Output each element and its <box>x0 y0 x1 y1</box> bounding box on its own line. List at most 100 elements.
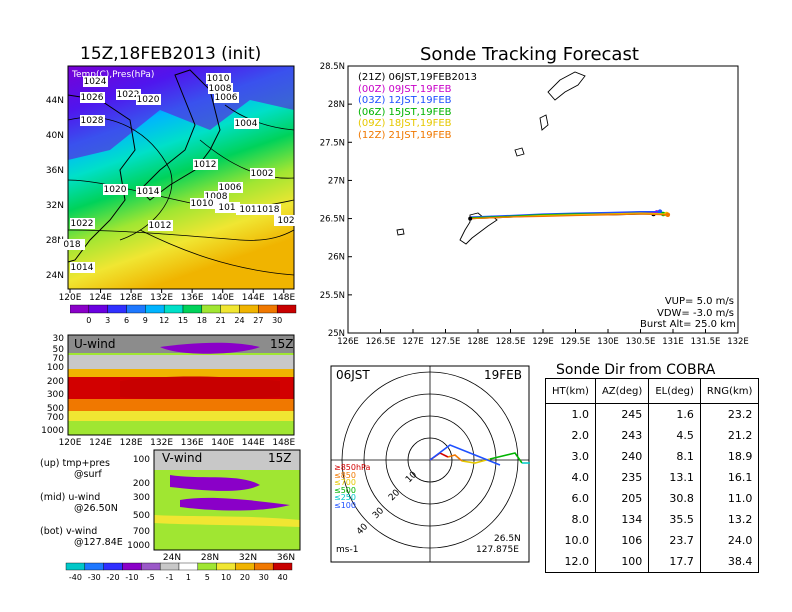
temp-colorbar-label: 15 <box>178 316 188 325</box>
dir-table-row: 12.0 100 17.7 38.4 <box>546 551 759 572</box>
map-lon-label: 136E <box>181 293 204 303</box>
speed-legend-entry: ≤100 <box>334 500 356 510</box>
wind-colorbar-label: -40 <box>69 573 82 582</box>
map-lon-label: 132E <box>150 293 173 303</box>
dir-table: HT(km) AZ(deg) EL(deg) RNG(km) 1.0 245 1.6 23.… <box>546 379 759 572</box>
track-lon-label: 130.5E <box>626 337 656 347</box>
dir-table-cell: 1.6 <box>648 403 701 425</box>
pressure-label-box <box>80 92 105 103</box>
dir-table-cell: 24.0 <box>699 530 759 551</box>
pressure-label: 1002 <box>251 169 274 179</box>
wind-colorbar-label: 10 <box>221 573 231 582</box>
dir-title: Sonde Dir from COBRA <box>556 362 716 378</box>
dir-table-header: AZ(deg) <box>594 379 649 404</box>
dir-table-header: EL(deg) <box>648 379 701 404</box>
wind-colorbar-label: -5 <box>147 573 155 582</box>
uwind-level-label: 100 <box>47 363 64 373</box>
sonde-param: VDW= -3.0 m/s <box>657 307 734 319</box>
legend-note: (up) tmp+pres @surf <box>40 458 160 480</box>
launch-point <box>468 216 473 221</box>
wind-colorbar-swatch <box>197 562 217 571</box>
vwind-lat-label: 32N <box>239 553 257 563</box>
dir-table-row: 4.0 235 13.1 16.1 <box>546 467 759 488</box>
track-line <box>470 211 660 218</box>
legend-note-main: (mid) u-wind <box>40 492 101 503</box>
track-lon-label: 129.5E <box>561 337 591 347</box>
track-frame <box>347 65 739 334</box>
vwind-level-label: 300 <box>133 493 150 503</box>
track-lon-label: 127.5E <box>431 337 461 347</box>
uwind-level-label: 30 <box>53 334 65 344</box>
pressure-label: 101 <box>239 205 256 215</box>
pressure-label-box <box>250 168 275 179</box>
track-lon-label: 131E <box>662 337 684 347</box>
temp-colorbar-label: 9 <box>143 316 148 325</box>
temp-colorbar-label: 18 <box>197 316 207 325</box>
polar-loc-lat: 26.5N <box>494 534 521 544</box>
pressure-label-box <box>60 239 85 250</box>
map-lat-label: 32N <box>46 201 64 211</box>
pressure-label-box <box>206 73 231 84</box>
speed-legend-entry: ≥850hPa <box>334 463 371 472</box>
track-lat-label: 25.5N <box>320 291 345 301</box>
dir-table-cell: 240 <box>594 446 649 467</box>
track-end-point <box>657 209 663 215</box>
pressure-label-box <box>70 218 95 229</box>
dir-table-cell: 23.2 <box>699 403 759 425</box>
pressure-label: 1014 <box>137 187 160 197</box>
polar-date: 19FEB <box>484 368 522 382</box>
temp-colorbar-label: 3 <box>105 316 110 325</box>
pressure-label-box <box>148 220 173 231</box>
dir-table-row: 10.0 106 23.7 24.0 <box>546 530 759 551</box>
hodograph <box>429 444 530 466</box>
polar-loc-lon: 127.875E <box>476 545 519 555</box>
pressure-label: 1008 <box>205 192 228 202</box>
uwind-title: U-wind <box>74 337 116 351</box>
wind-colorbar-swatch <box>216 562 236 571</box>
dir-table-cell: 17.7 <box>648 551 701 572</box>
vwind-lat-label: 28N <box>201 553 219 563</box>
track-lon-label: 126E <box>337 337 359 347</box>
dir-table-cell: 6.0 <box>571 492 589 505</box>
uwind-level-label: 70 <box>53 354 65 364</box>
pressure-label-box <box>274 215 299 226</box>
map-title: 15Z,18FEB2013 (init) <box>80 44 262 64</box>
track-chart: 28.5N 28N 27.5N 27N 26.5N 26N 25.5N 25N 126E 126… <box>320 62 749 347</box>
pressure-label-box <box>256 204 281 215</box>
uwind-lon-label: 148E <box>272 438 295 448</box>
dir-table-header: HT(km) <box>546 379 596 404</box>
wind-colorbar-label: 40 <box>277 573 287 582</box>
pressure-label: 1012 <box>149 221 172 231</box>
track-legend-entry: (06Z) 15JST,19FEB <box>358 106 452 118</box>
uwind-level-label: 200 <box>47 377 64 387</box>
speed-legend-entry: ≤500 <box>334 485 356 495</box>
track-lat-label: 25N <box>328 329 345 339</box>
track-lat-label: 26N <box>328 253 345 263</box>
track-lon-label: 127E <box>402 337 424 347</box>
uwind-lon-label: 136E <box>181 438 204 448</box>
pressure-label-box <box>193 159 218 170</box>
map-lon-label: 140E <box>211 293 234 303</box>
dir-table-cell: 13.1 <box>648 467 701 488</box>
wind-colorbar: -40 -30 -20 -10 -5 -1 1 5 10 20 30 40 <box>65 562 293 582</box>
uwind-level-label: 500 <box>47 404 64 414</box>
temp-colorbar-label: 0 <box>86 316 91 325</box>
wind-colorbar-swatch <box>122 562 142 571</box>
map-frame <box>67 65 295 290</box>
pressure-label: 101 <box>218 203 235 213</box>
pressure-label: 1012 <box>194 160 217 170</box>
wind-colorbar-label: -1 <box>166 573 174 582</box>
track-end-point <box>665 212 671 218</box>
map-lat-label: 40N <box>46 131 64 141</box>
pressure-label: 1008 <box>209 84 232 94</box>
uwind-level-label: 700 <box>47 413 64 423</box>
map-lon-label: 128E <box>120 293 143 303</box>
pressure-label: 1020 <box>104 185 127 195</box>
pressure-label: 1018 <box>257 205 280 215</box>
dir-table-cell: 205 <box>594 488 649 509</box>
legend-note-main: (up) tmp+pres <box>40 458 110 469</box>
map-lat-ticks: 44N 40N 36N 32N 28N 24N <box>46 96 64 281</box>
wind-colorbar-label: 20 <box>240 573 250 582</box>
